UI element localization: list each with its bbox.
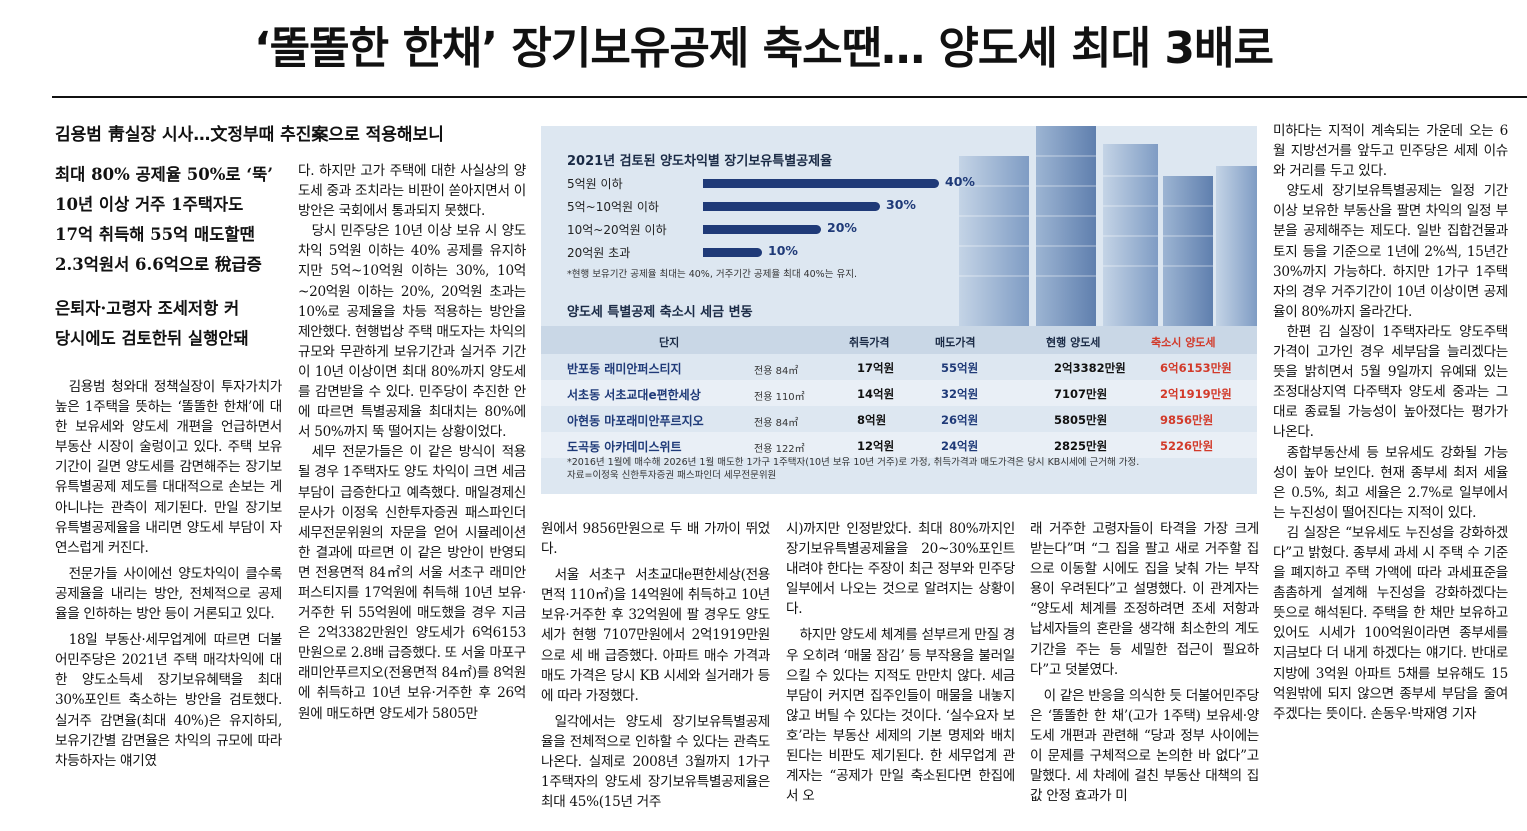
paragraph: 김 실장은 “보유세도 누진성을 강화하겠다”고 밝혔다. 종부세 과세 시 주… bbox=[1273, 524, 1508, 722]
article-column-3: 원에서 9856만원으로 두 배 가까이 뛰었다. 서울 서초구 서초교대e편한… bbox=[541, 519, 770, 812]
bar bbox=[703, 202, 880, 211]
deck-line: 최대 80% 공제율 50%로 ‘뚝’ bbox=[55, 165, 274, 184]
deck-line: 당시에도 검토한뒤 실행안돼 bbox=[55, 329, 249, 348]
bar-value: 40% bbox=[945, 174, 975, 189]
paragraph: 원에서 9856만원으로 두 배 가까이 뛰었다. bbox=[541, 521, 770, 558]
reduced-tax: 2억1919만원 bbox=[1160, 387, 1232, 401]
bar-label: 10억~20억원 이하 bbox=[567, 223, 667, 237]
article-column-2: 다. 하지만 고가 주택에 대한 사실상의 양도세 중과 조치라는 비판이 쏟아… bbox=[298, 161, 526, 724]
complex-name: 도곡동 아카데미스위트 bbox=[567, 440, 682, 454]
headline: ‘똘똘한 한채’ 장기보유공제 축소땐… 양도세 최대 3배로 bbox=[253, 23, 1274, 74]
current-tax: 5805만원 bbox=[1054, 413, 1108, 427]
paragraph: 이 같은 반응을 의식한 듯 더불어민주당은 ‘똘똘한 한 채’(고가 1주택)… bbox=[1030, 687, 1259, 805]
article-column-1: 김용범 청와대 정책실장이 투자가치가 높은 1주택을 뜻하는 ‘똘똘한 한채’… bbox=[55, 377, 282, 771]
bar-value: 10% bbox=[768, 243, 798, 258]
acquisition-price: 12억원 bbox=[857, 439, 895, 453]
header-cell: 현행 양도세 bbox=[1046, 336, 1101, 349]
infographic: 2021년 검토된 양도차익별 장기보유특별공제율 5억원 이하 40% 5억~… bbox=[541, 126, 1257, 494]
current-tax: 2억3382만원 bbox=[1054, 361, 1126, 375]
header-cell: 단지 bbox=[659, 336, 680, 349]
area: 전용 122㎡ bbox=[754, 444, 805, 455]
acquisition-price: 8억원 bbox=[857, 413, 887, 427]
bar-label: 5억원 이하 bbox=[567, 177, 623, 191]
paragraph: 서울 서초구 서초교대e편한세상(전용면적 110㎡)을 14억원에 취득하고 … bbox=[541, 567, 770, 704]
subhead: 김용범 靑실장 시사…文정부때 추진案으로 적용해보니 bbox=[55, 125, 444, 145]
table-footnote: *2016년 1월에 매수해 2026년 1월 매도한 1가구 1주택자(10년… bbox=[567, 456, 1139, 482]
article-column-4: 시)까지만 인정받았다. 최대 80%까지인 장기보유특별공제율을 20~30%… bbox=[786, 519, 1015, 806]
paragraph: 미하다는 지적이 계속되는 가운데 오는 6월 지방선거를 앞두고 민주당은 세… bbox=[1273, 123, 1508, 180]
deck: 최대 80% 공제율 50%로 ‘뚝’ 10년 이상 거주 1주택자도 17억 … bbox=[55, 160, 285, 354]
paragraph: 하지만 양도세 체계를 섣부르게 만질 경우 오히려 ‘매물 잠김’ 등 부작용… bbox=[786, 627, 1015, 805]
reduced-tax: 5226만원 bbox=[1160, 439, 1214, 453]
header-cell: 매도가격 bbox=[935, 336, 976, 349]
complex-name: 아현동 마포래미안푸르지오 bbox=[567, 414, 704, 428]
table-header: 단지 취득가격 매도가격 현행 양도세 축소시 양도세 bbox=[541, 326, 1257, 354]
paragraph: 당시 민주당은 10년 이상 보유 시 양도차익 5억원 이하는 40% 공제를… bbox=[298, 223, 526, 441]
current-tax: 7107만원 bbox=[1054, 387, 1108, 401]
paragraph: 세무 전문가들은 이 같은 방식이 적용될 경우 1주택자도 양도 차익이 크면… bbox=[298, 444, 526, 722]
paragraph: 전문가들 사이에선 양도차익이 클수록 공제율을 내리는 방안, 전체적으로 공… bbox=[55, 565, 282, 623]
article-column-5: 래 거주한 고령자들이 타격을 가장 크게 받는다”며 “그 집을 팔고 새로 … bbox=[1030, 519, 1259, 806]
header-cell: 축소시 양도세 bbox=[1151, 336, 1216, 349]
acquisition-price: 17억원 bbox=[857, 361, 895, 375]
bar-label: 20억원 초과 bbox=[567, 246, 631, 260]
reduced-tax: 6억6153만원 bbox=[1160, 361, 1232, 375]
bar-label: 5억~10억원 이하 bbox=[567, 200, 659, 214]
deck-line: 10년 이상 거주 1주택자도 bbox=[55, 195, 244, 214]
footnote-assumption: *2016년 1월에 매수해 2026년 1월 매도한 1가구 1주택자(10년… bbox=[567, 457, 1140, 468]
sale-price: 55억원 bbox=[941, 361, 979, 375]
deck-line: 2.3억원서 6.6억으로 稅급증 bbox=[55, 255, 262, 274]
current-tax: 2825만원 bbox=[1054, 439, 1108, 453]
sale-price: 24억원 bbox=[941, 439, 979, 453]
table-row: 반포동 래미안퍼스티지 전용 84㎡ 17억원 55억원 2억3382만원 6억… bbox=[541, 354, 1257, 380]
paragraph: 래 거주한 고령자들이 타격을 가장 크게 받는다”며 “그 집을 팔고 새로 … bbox=[1030, 521, 1259, 678]
bar bbox=[703, 248, 762, 257]
area: 전용 110㎡ bbox=[754, 392, 805, 403]
complex-name: 반포동 래미안퍼스티지 bbox=[567, 362, 682, 376]
header-cell: 취득가격 bbox=[849, 336, 890, 349]
area: 전용 84㎡ bbox=[754, 418, 799, 429]
paragraph: 18일 부동산·세무업계에 따르면 더불어민주당은 2021년 주택 매각차익에… bbox=[55, 632, 282, 769]
deck-line: 17억 취득해 55억 매도할땐 bbox=[55, 225, 255, 244]
article-column-6: 미하다는 지적이 계속되는 가운데 오는 6월 지방선거를 앞두고 민주당은 세… bbox=[1273, 121, 1508, 724]
table-row: 도곡동 아카데미스위트 전용 122㎡ 12억원 24억원 2825만원 522… bbox=[541, 432, 1257, 458]
table-row: 아현동 마포래미안푸르지오 전용 84㎡ 8억원 26억원 5805만원 985… bbox=[541, 406, 1257, 432]
paragraph: 김용범 청와대 정책실장이 투자가치가 높은 1주택을 뜻하는 ‘똘똘한 한채’… bbox=[55, 379, 282, 556]
sale-price: 26억원 bbox=[941, 413, 979, 427]
paragraph: 한편 김 실장이 1주택자라도 양도주택 가격이 고가인 경우 세부담을 늘리겠… bbox=[1273, 323, 1508, 441]
bar bbox=[703, 225, 821, 234]
headline-rule bbox=[52, 96, 1527, 98]
paragraph: 종합부동산세 등 보유세도 강화될 가능성이 높아 보인다. 현재 종부세 최저… bbox=[1273, 444, 1508, 521]
acquisition-price: 14억원 bbox=[857, 387, 895, 401]
paragraph: 양도세 장기보유특별공제는 일정 기간 이상 보유한 부동산을 팔면 차익의 일… bbox=[1273, 183, 1508, 320]
paragraph: 시)까지만 인정받았다. 최대 80%까지인 장기보유특별공제율을 20~30%… bbox=[786, 521, 1015, 618]
table-row: 서초동 서초교대e편한세상 전용 110㎡ 14억원 32억원 7107만원 2… bbox=[541, 380, 1257, 406]
area: 전용 84㎡ bbox=[754, 366, 799, 377]
chart-title: 2021년 검토된 양도차익별 장기보유특별공제율 bbox=[567, 154, 833, 169]
reduced-tax: 9856만원 bbox=[1160, 413, 1214, 427]
sale-price: 32억원 bbox=[941, 387, 979, 401]
bar-value: 20% bbox=[827, 220, 857, 235]
paragraph: 일각에서는 양도세 장기보유특별공제율을 전체적으로 인하할 수 있다는 관측도… bbox=[541, 713, 770, 811]
chart-note: *현행 보유기간 공제율 최대는 40%, 거주기간 공제율 최대 40%는 유… bbox=[567, 269, 857, 280]
table-title: 양도세 특별공제 축소시 세금 변동 bbox=[567, 305, 753, 320]
paragraph: 다. 하지만 고가 주택에 대한 사실상의 양도세 중과 조치라는 비판이 쏟아… bbox=[298, 163, 526, 220]
complex-name: 서초동 서초교대e편한세상 bbox=[567, 388, 701, 402]
deck-line: 은퇴자·고령자 조세저항 커 bbox=[55, 299, 240, 318]
apartment-buildings-illustration bbox=[959, 126, 1257, 326]
bar bbox=[703, 179, 939, 188]
bar-value: 30% bbox=[886, 197, 916, 212]
footnote-source: 자료=이정욱 신한투자증권 패스파인더 세무전문위원 bbox=[567, 470, 777, 481]
